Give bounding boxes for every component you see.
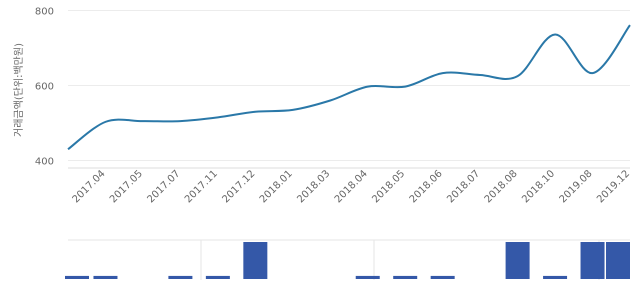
x-tick-label: 2018.05	[370, 168, 407, 205]
x-tick-label: 2018.01	[258, 168, 295, 205]
x-tick-label: 2018.06	[408, 168, 445, 205]
volume-bar	[430, 275, 455, 279]
y-tick-label: 800	[35, 7, 54, 18]
volume-bar	[543, 275, 568, 279]
price-line	[67, 24, 631, 151]
volume-bar	[65, 275, 89, 279]
y-axis-label: 거래금액(단위:백만원)	[12, 43, 25, 137]
y-tick-label: 400	[35, 157, 54, 168]
x-tick-label: 2018.08	[483, 168, 520, 205]
volume-bar	[93, 275, 118, 279]
volume-bar	[355, 275, 380, 279]
volume-bar	[168, 275, 193, 279]
volume-bar	[393, 275, 418, 279]
x-tick-label: 2018.04	[333, 168, 370, 205]
volume-bar	[580, 242, 605, 279]
x-tick-label: 2017.07	[145, 168, 182, 205]
x-tick-label: 2018.07	[445, 168, 482, 205]
volume-bar	[243, 242, 268, 279]
x-tick-label: 2017.04	[71, 168, 108, 205]
volume-bar	[505, 242, 530, 279]
x-tick-label: 2019.08	[558, 168, 595, 205]
x-tick-label: 2017.05	[108, 168, 145, 205]
x-tick-label: 2017.12	[220, 168, 257, 205]
x-tick-label: 2018.03	[295, 168, 332, 205]
volume-bar	[606, 242, 630, 279]
x-tick-label: 2018.10	[520, 168, 557, 205]
x-tick-label: 2017.11	[183, 168, 220, 205]
y-tick-label: 600	[35, 82, 54, 93]
volume-bar	[205, 275, 230, 279]
x-tick-label: 2019.12	[595, 168, 632, 205]
